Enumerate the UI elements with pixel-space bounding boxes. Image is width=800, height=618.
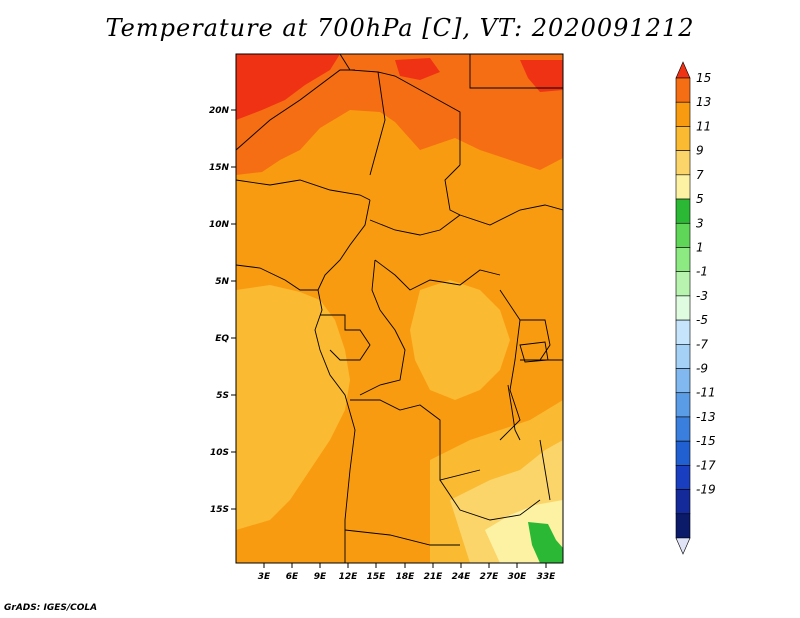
colorbar-cell xyxy=(675,344,691,369)
border-cameroon-car xyxy=(371,259,381,311)
border-chad-car xyxy=(369,214,461,236)
field-13-15-n xyxy=(395,58,440,80)
border-sudan-ssudan xyxy=(459,204,563,226)
lon-label: 27E xyxy=(480,572,500,582)
colorbar-label: 11 xyxy=(696,119,711,133)
lon-label: 15E xyxy=(367,572,387,582)
field-13-15-ne xyxy=(520,60,563,92)
field-7-9-band xyxy=(236,285,350,530)
border-drc-east xyxy=(499,289,521,441)
colorbar-label: -5 xyxy=(696,313,708,327)
colorbar-label: 5 xyxy=(696,192,704,206)
lat-label: 15N xyxy=(209,163,230,173)
colorbar-label: 3 xyxy=(696,216,704,230)
colorbar-label: 1 xyxy=(696,240,704,254)
lat-label: 10S xyxy=(210,448,229,458)
plot-frame xyxy=(235,53,564,564)
lon-label: 21E xyxy=(424,572,444,582)
chart-title: Temperature at 700hPa [C], VT: 202009121… xyxy=(105,14,695,42)
colorbar-cell xyxy=(675,101,691,127)
colorbar-label: -13 xyxy=(696,410,716,424)
lon-axis: 3E 6E 9E 12E 15E 18E 21E 24E 27E 30E 33E xyxy=(258,563,556,582)
lon-label: 3E xyxy=(258,572,271,582)
lon-label: 30E xyxy=(508,572,528,582)
colorbar-label: 13 xyxy=(696,95,711,109)
lat-label: 10N xyxy=(209,220,230,230)
lon-label: 33E xyxy=(537,572,557,582)
colorbar-cell xyxy=(675,198,691,224)
lat-label: 15S xyxy=(210,505,229,515)
border-chad-sudan xyxy=(444,164,461,216)
colorbar-top-tip xyxy=(675,61,691,79)
colorbar-label: 15 xyxy=(696,71,711,85)
border-angola-namibia xyxy=(344,529,460,546)
lat-label: 20N xyxy=(209,106,230,116)
colorbar-label: -3 xyxy=(696,289,708,303)
colorbar-cell xyxy=(675,150,691,176)
colorbar-cell xyxy=(675,174,691,200)
lon-label: 12E xyxy=(339,572,359,582)
lat-label: EQ xyxy=(215,334,229,344)
colorbar-cell xyxy=(675,489,691,515)
country-borders xyxy=(236,54,563,563)
colorbar-cell xyxy=(675,77,691,103)
colorbar-cell xyxy=(675,513,691,539)
colorbar-label: -9 xyxy=(696,362,708,376)
lat-label: 5S xyxy=(216,391,229,401)
border-libya-egypt xyxy=(469,54,563,89)
colorbar: 15 13 11 9 7 5 3 1 -1 -3 -5 -7 -9 -11 -13 -15 -17 -19 xyxy=(675,61,716,555)
colorbar-cell xyxy=(675,271,691,297)
border-congo-drc xyxy=(359,309,406,396)
colorbar-cell xyxy=(675,247,691,272)
lake-malawi xyxy=(539,439,551,501)
border-gabon-congo xyxy=(320,314,371,361)
colorbar-cell xyxy=(675,440,691,466)
temperature-field xyxy=(236,54,563,563)
field-13-15-nw xyxy=(236,54,340,120)
colorbar-bottom-tip xyxy=(675,537,691,555)
lat-axis: 20N 15N 10N 5N EQ 5S 10S 15S xyxy=(209,106,236,515)
colorbar-label: -11 xyxy=(696,386,716,400)
border-niger-chad xyxy=(369,71,386,176)
lon-label: 6E xyxy=(286,572,299,582)
colorbar-cell xyxy=(675,295,691,321)
colorbar-cell xyxy=(675,126,691,151)
colorbar-label: 9 xyxy=(696,144,704,158)
coastline-west xyxy=(236,264,356,563)
border-zambia xyxy=(439,479,541,521)
colorbar-label: 7 xyxy=(696,168,704,182)
colorbar-cell xyxy=(675,319,691,345)
border-niger-nigeria xyxy=(236,179,371,201)
colorbar-cell xyxy=(675,465,691,490)
colorbar-label: -7 xyxy=(696,337,708,351)
lon-label: 24E xyxy=(452,572,472,582)
border-algeria-niger xyxy=(236,69,355,151)
colorbar-label: -17 xyxy=(696,458,716,472)
border-libya-niger xyxy=(339,54,461,165)
colorbar-cell xyxy=(675,416,691,442)
colorbar-cell xyxy=(675,222,691,248)
colorbar-label: -1 xyxy=(696,265,708,279)
lon-label: 18E xyxy=(396,572,416,582)
colorbar-label: -15 xyxy=(696,434,716,448)
colorbar-cell xyxy=(675,392,691,418)
field-11-13-north xyxy=(236,54,563,175)
lake-victoria xyxy=(519,341,549,363)
lake-tanganyika xyxy=(507,384,521,441)
border-car-drc xyxy=(374,259,501,291)
colorbar-label: -19 xyxy=(696,483,716,497)
lon-label: 9E xyxy=(314,572,327,582)
credit-label: GrADS: IGES/COLA xyxy=(4,603,98,613)
colorbar-cell xyxy=(675,368,691,394)
field-1-3 xyxy=(528,522,563,563)
lat-label: 5N xyxy=(215,277,229,287)
border-nigeria-cameroon xyxy=(317,199,371,291)
field-7-9-east xyxy=(410,280,510,400)
